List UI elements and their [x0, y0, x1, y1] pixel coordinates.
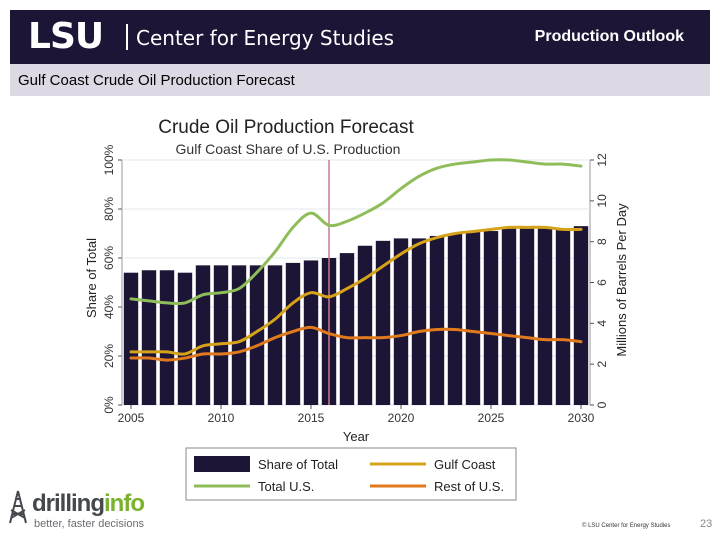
x-tick-label: 2030: [568, 411, 595, 425]
bar-share-2023: [447, 233, 463, 405]
subheader-bar: Gulf Coast Crude Oil Production Forecast: [10, 64, 710, 96]
legend-label-share-of-total: Share of Total: [258, 457, 338, 472]
y-right-tick-label: 4: [595, 320, 609, 327]
x-tick-label: 2025: [478, 411, 505, 425]
y-right-tick-label: 0: [595, 401, 609, 408]
bar-share-2028: [537, 228, 553, 405]
legend-label-gulf-coast: Gulf Coast: [434, 457, 496, 472]
chart-container: Crude Oil Production Forecast Gulf Coast…: [80, 108, 640, 508]
x-axis-label: Year: [343, 429, 370, 444]
y-axis-right-label: Millions of Barrels Per Day: [614, 203, 629, 357]
header-bar: LSU Center for Energy Studies Production…: [10, 10, 710, 64]
bar-share-2019: [375, 240, 391, 405]
y-left-tick-label: 80%: [102, 197, 116, 221]
bar-share-2007: [159, 270, 175, 405]
y-left-tick-label: 20%: [102, 344, 116, 368]
bar-share-2025: [483, 231, 499, 405]
x-tick-label: 2005: [118, 411, 145, 425]
bar-share-2015: [303, 260, 319, 405]
drillinginfo-logo: drillinginfo better, faster decisions: [8, 488, 158, 534]
y-left-tick-label: 100%: [102, 144, 116, 175]
bar-share-2026: [501, 228, 517, 405]
bar-share-2022: [429, 235, 445, 405]
oil-derrick-icon: [9, 490, 27, 524]
y-right-tick-label: 8: [595, 238, 609, 245]
bar-share-2005: [123, 272, 139, 405]
x-tick-label: 2010: [208, 411, 235, 425]
y-axis-left-label: Share of Total: [84, 238, 99, 318]
brand-prefix: drilling: [32, 490, 105, 517]
bar-share-2009: [195, 265, 211, 405]
bar-share-2027: [519, 228, 535, 405]
x-tick-label: 2015: [298, 411, 325, 425]
brand-tagline: better, faster decisions: [34, 518, 145, 530]
bar-share-2013: [267, 265, 283, 405]
brand-suffix: info: [104, 490, 145, 517]
y-right-tick-label: 12: [595, 153, 609, 167]
bar-share-2029: [555, 228, 571, 405]
legend-label-rest-of-u-s: Rest of U.S.: [434, 479, 504, 494]
chart-subtitle: Gulf Coast Share of U.S. Production: [176, 141, 401, 157]
bar-share-2020: [393, 238, 409, 405]
bar-share-2014: [285, 262, 301, 405]
series-line-rest-of-u-s: [129, 325, 583, 362]
legend-label-total-u-s: Total U.S.: [258, 479, 314, 494]
y-right-tick-label: 10: [595, 194, 609, 208]
production-forecast-chart: Crude Oil Production Forecast Gulf Coast…: [84, 117, 629, 501]
x-tick-label: 2020: [388, 411, 415, 425]
page-number: 23: [700, 518, 713, 530]
bar-share-2030: [573, 226, 589, 405]
bar-share-2012: [249, 265, 265, 405]
y-right-tick-label: 2: [595, 361, 609, 368]
y-right-tick-label: 6: [595, 279, 609, 286]
y-left-tick-label: 40%: [102, 295, 116, 319]
bar-share-2006: [141, 270, 157, 405]
y-left-tick-label: 60%: [102, 246, 116, 270]
bar-share-2011: [231, 265, 247, 405]
drillinginfo-wordmark: drillinginfo: [32, 490, 145, 518]
bar-share-2024: [465, 231, 481, 405]
org-name: Center for Energy Studies: [136, 26, 395, 50]
legend-swatch-share-of-total: [194, 456, 250, 472]
series-line-total-u-s: [129, 158, 583, 306]
lsu-logo: LSU: [28, 16, 104, 57]
series-line-gulf-coast: [129, 225, 583, 356]
bar-share-2018: [357, 245, 373, 405]
section-title: Production Outlook: [534, 28, 684, 45]
bar-share-2008: [177, 272, 193, 405]
bar-share-2017: [339, 253, 355, 405]
y-left-tick-label: 0%: [102, 396, 116, 414]
footer-copyright: © LSU Center for Energy Studies: [582, 523, 671, 529]
chart-title: Crude Oil Production Forecast: [158, 117, 414, 138]
logo-separator: [126, 24, 128, 50]
slide-title: Gulf Coast Crude Oil Production Forecast: [18, 72, 295, 89]
bar-share-2021: [411, 238, 427, 405]
bar-share-2010: [213, 265, 229, 405]
